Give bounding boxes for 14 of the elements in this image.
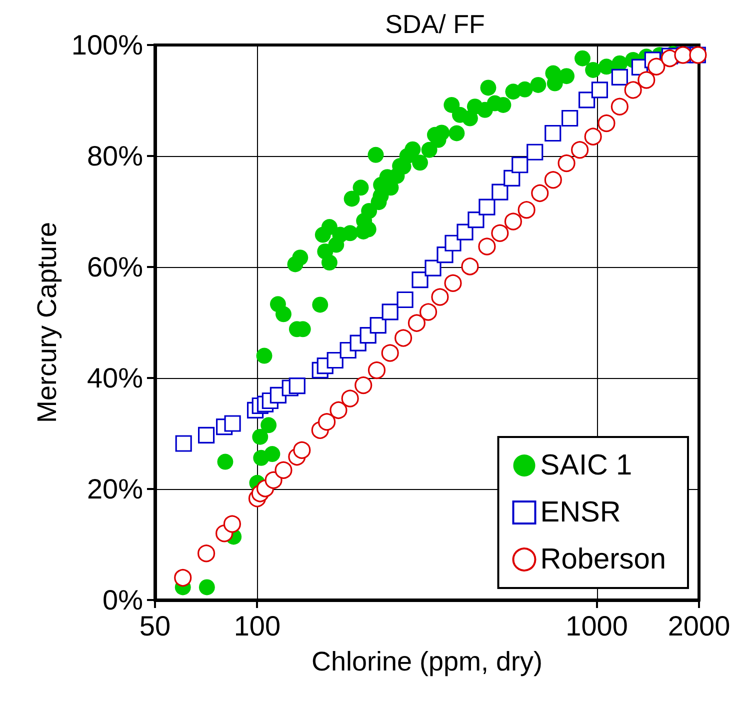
y-tick-label: 100% [71, 30, 143, 60]
x-tick-label: 1000 [566, 610, 628, 642]
y-tick-label: 20% [86, 474, 143, 504]
y-tick-label: 60% [86, 252, 143, 282]
y-tick-label: 40% [86, 362, 143, 394]
y-tick-label: 80% [86, 140, 143, 172]
legend-label: ENSR [540, 496, 621, 528]
chart-title: SDA/ FF [385, 9, 485, 39]
x-tick-label: 2000 [668, 610, 730, 642]
y-axis-title: Mercury Capture [32, 222, 62, 424]
x-tick-label: 100 [234, 610, 281, 642]
x-axis-title: Chlorine (ppm, dry) [311, 646, 543, 676]
legend-label: Roberson [540, 544, 666, 576]
legend-label: SAIC 1 [540, 450, 632, 482]
